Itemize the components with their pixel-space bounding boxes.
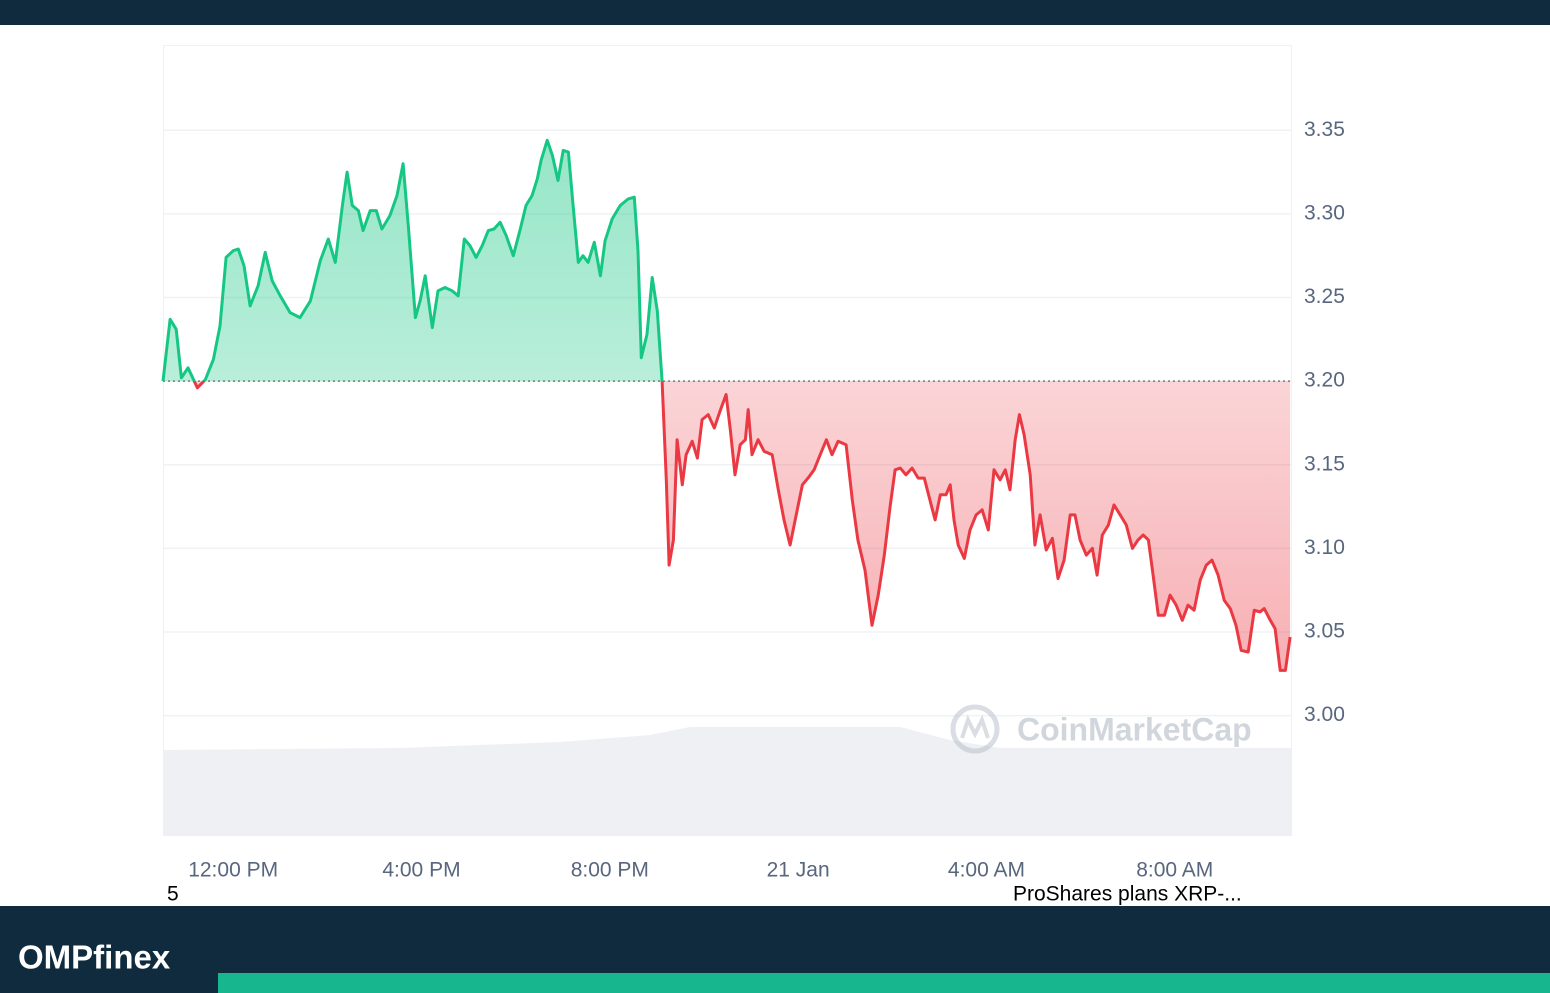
y-tick-label: 3.15	[1304, 452, 1345, 475]
y-tick-label: 3.35	[1304, 118, 1345, 141]
footer-strip	[218, 973, 1550, 993]
y-tick-label: 3.25	[1304, 285, 1345, 308]
x-tick-label: 8:00 PM	[571, 859, 649, 882]
top-bar	[0, 0, 1550, 25]
volume-area	[163, 727, 1292, 836]
y-tick-label: 3.20	[1304, 369, 1345, 392]
y-tick-label: 3.00	[1304, 703, 1345, 726]
x-tick-label: 4:00 PM	[382, 859, 460, 882]
y-tick-label: 3.05	[1304, 620, 1345, 643]
price-line-above	[161, 138, 664, 382]
area-above	[163, 140, 1291, 382]
y-tick-label: 3.10	[1304, 536, 1345, 559]
grid	[163, 129, 1292, 717]
x-tick-label: 12:00 PM	[188, 859, 278, 882]
brand-logo: OMPfinex	[18, 939, 171, 976]
area-below	[194, 381, 1291, 671]
x-tick-label: 21 Jan	[767, 859, 830, 882]
x-tick-label: 8:00 AM	[1136, 859, 1213, 882]
annotation: 5	[167, 883, 179, 906]
watermark: CoinMarketCap	[1017, 711, 1252, 747]
watermark-logo	[950, 704, 1000, 754]
annotation: ProShares plans XRP-...	[1013, 883, 1242, 906]
y-tick-label: 3.30	[1304, 201, 1345, 224]
plot	[161, 138, 1292, 672]
x-tick-label: 4:00 AM	[948, 859, 1025, 882]
price-line-below	[163, 381, 1292, 672]
